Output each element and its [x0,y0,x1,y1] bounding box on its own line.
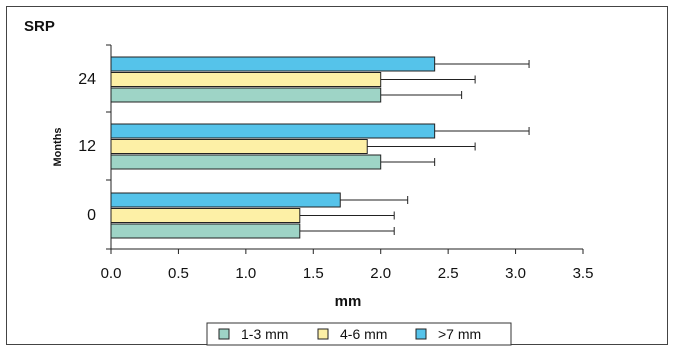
legend-swatch [218,328,230,340]
bar [110,56,436,72]
legend-swatch [415,328,427,340]
x-tick-label: 2.0 [370,265,391,282]
bar [110,139,368,154]
bar [110,154,382,170]
x-tick-label: 1.0 [235,265,256,282]
x-tick-label: 3.0 [505,265,526,282]
legend-label: 4-6 mm [340,326,387,342]
y-tick-label: 12 [78,138,96,155]
x-tick-label: 0.0 [101,265,122,282]
y-axis-label: Months [52,127,64,166]
x-axis-label: mm [335,293,362,310]
legend-box [206,322,512,346]
ticks-layer: 0.0 0.5 1.0 1.5 2.0 2.5 3.0 3.5 0 12 24 [78,71,593,282]
bar [110,208,301,223]
x-tick-label: 2.5 [438,265,459,282]
chart-title: SRP [24,18,55,35]
bars-layer [110,56,530,239]
legend: 1-3 mm 4-6 mm >7 mm [206,322,512,346]
bar [110,192,341,208]
legend-swatch [317,328,329,340]
x-tick-label: 3.5 [573,265,594,282]
bar [110,223,301,239]
x-tick-label: 1.5 [303,265,324,282]
legend-label: >7 mm [438,326,481,342]
bar [110,123,436,139]
y-tick-label: 24 [78,71,96,88]
bar [110,72,382,87]
legend-label: 1-3 mm [241,326,288,342]
x-tick-label: 0.5 [168,265,189,282]
bar [110,87,382,103]
y-tick-label: 0 [87,207,96,224]
